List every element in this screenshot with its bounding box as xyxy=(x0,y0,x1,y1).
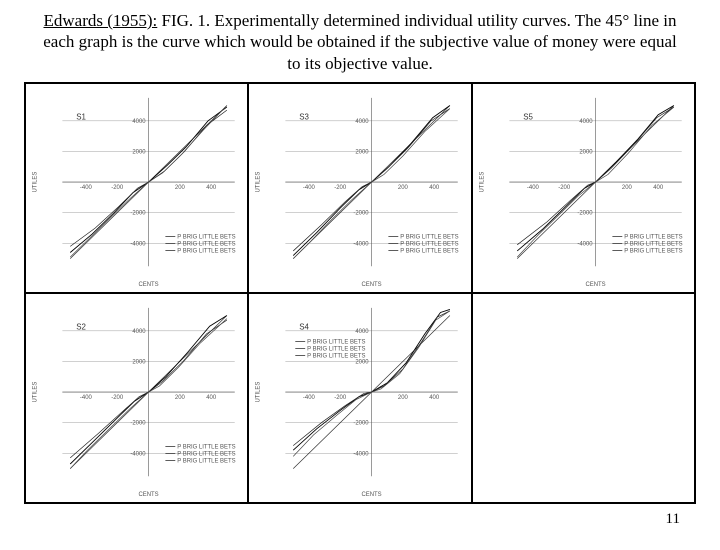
svg-text:2000: 2000 xyxy=(132,359,146,365)
panel-s3: -400 -200 200 400 -4000 -2000 2000 4000 S3 CENTS U… xyxy=(248,83,471,293)
svg-text:P BRIG LITTLE BETS: P BRIG LITTLE BETS xyxy=(307,339,365,345)
svg-text:P BRIG LITTLE BETS: P BRIG LITTLE BETS xyxy=(307,353,365,359)
svg-text:P BRIG LITTLE BETS: P BRIG LITTLE BETS xyxy=(177,458,235,464)
svg-text:200: 200 xyxy=(398,185,409,191)
panel-s1: -400 -200 200 400 -4000 -2000 2000 4000 S1 CENTS U… xyxy=(25,83,248,293)
svg-text:S5: S5 xyxy=(523,112,533,121)
svg-text:P BRIG LITTLE BETS: P BRIG LITTLE BETS xyxy=(177,241,235,247)
svg-text:200: 200 xyxy=(175,395,186,401)
caption-cite: Edwards (1955): xyxy=(44,11,158,30)
svg-text:2000: 2000 xyxy=(356,149,370,155)
svg-text:-400: -400 xyxy=(80,395,93,401)
svg-text:S1: S1 xyxy=(76,112,86,121)
svg-text:CENTS: CENTS xyxy=(138,282,158,288)
svg-text:4000: 4000 xyxy=(579,119,593,125)
chart-empty xyxy=(473,294,694,502)
svg-text:S2: S2 xyxy=(76,322,86,331)
chart-s2: -400 -200 200 400 -4000 -2000 2000 4000 S2 CENTS U… xyxy=(26,294,247,502)
svg-text:-400: -400 xyxy=(303,185,316,191)
svg-text:P BRIG LITTLE BETS: P BRIG LITTLE BETS xyxy=(401,234,459,240)
svg-text:UTILES: UTILES xyxy=(256,381,262,402)
svg-text:P BRIG LITTLE BETS: P BRIG LITTLE BETS xyxy=(624,241,682,247)
svg-text:-4000: -4000 xyxy=(130,241,146,247)
svg-text:P BRIG LITTLE BETS: P BRIG LITTLE BETS xyxy=(177,248,235,254)
svg-text:-400: -400 xyxy=(303,395,316,401)
svg-text:-400: -400 xyxy=(527,185,540,191)
svg-text:400: 400 xyxy=(206,185,217,191)
svg-text:P BRIG LITTLE BETS: P BRIG LITTLE BETS xyxy=(624,248,682,254)
svg-text:-200: -200 xyxy=(335,395,348,401)
svg-text:P BRIG LITTLE BETS: P BRIG LITTLE BETS xyxy=(307,346,365,352)
panel-grid: -400 -200 200 400 -4000 -2000 2000 4000 S1 CENTS U… xyxy=(24,82,696,504)
svg-text:CENTS: CENTS xyxy=(362,282,382,288)
svg-text:-200: -200 xyxy=(111,395,124,401)
svg-text:200: 200 xyxy=(398,395,409,401)
svg-text:400: 400 xyxy=(430,395,441,401)
svg-text:200: 200 xyxy=(622,185,633,191)
svg-text:CENTS: CENTS xyxy=(362,492,382,498)
chart-s1: -400 -200 200 400 -4000 -2000 2000 4000 S1 CENTS U… xyxy=(26,84,247,292)
svg-text:S3: S3 xyxy=(300,112,310,121)
svg-text:-4000: -4000 xyxy=(354,241,370,247)
svg-text:2000: 2000 xyxy=(579,149,593,155)
svg-text:4000: 4000 xyxy=(132,119,146,125)
svg-text:-2000: -2000 xyxy=(130,420,146,426)
svg-text:P BRIG LITTLE BETS: P BRIG LITTLE BETS xyxy=(624,234,682,240)
panel-empty xyxy=(472,293,695,503)
figure-caption: Edwards (1955): FIG. 1. Experimentally d… xyxy=(40,10,680,74)
svg-text:4000: 4000 xyxy=(356,329,370,335)
svg-text:P BRIG LITTLE BETS: P BRIG LITTLE BETS xyxy=(177,451,235,457)
svg-text:P BRIG LITTLE BETS: P BRIG LITTLE BETS xyxy=(401,241,459,247)
svg-text:UTILES: UTILES xyxy=(33,381,39,402)
svg-text:200: 200 xyxy=(175,185,186,191)
panel-s4: -400 -200 200 400 -4000 -2000 2000 4000 S4 CENTS U… xyxy=(248,293,471,503)
svg-text:-4000: -4000 xyxy=(577,241,593,247)
svg-text:P BRIG LITTLE BETS: P BRIG LITTLE BETS xyxy=(401,248,459,254)
svg-text:-2000: -2000 xyxy=(354,210,370,216)
svg-text:CENTS: CENTS xyxy=(585,282,605,288)
svg-text:-4000: -4000 xyxy=(130,451,146,457)
svg-text:400: 400 xyxy=(206,395,217,401)
svg-text:P BRIG LITTLE BETS: P BRIG LITTLE BETS xyxy=(177,234,235,240)
svg-text:-4000: -4000 xyxy=(354,451,370,457)
svg-text:UTILES: UTILES xyxy=(479,171,485,192)
chart-s5: -400 -200 200 400 -4000 -2000 2000 4000 S5 CENTS U… xyxy=(473,84,694,292)
svg-text:400: 400 xyxy=(430,185,441,191)
svg-text:-400: -400 xyxy=(80,185,93,191)
svg-text:-200: -200 xyxy=(111,185,124,191)
svg-text:4000: 4000 xyxy=(356,119,370,125)
panel-s2: -400 -200 200 400 -4000 -2000 2000 4000 S2 CENTS U… xyxy=(25,293,248,503)
svg-text:-2000: -2000 xyxy=(130,210,146,216)
page-number: 11 xyxy=(666,511,680,528)
svg-text:P BRIG LITTLE BETS: P BRIG LITTLE BETS xyxy=(177,444,235,450)
svg-text:2000: 2000 xyxy=(356,359,370,365)
svg-text:-2000: -2000 xyxy=(577,210,593,216)
svg-text:UTILES: UTILES xyxy=(256,171,262,192)
svg-text:-2000: -2000 xyxy=(354,420,370,426)
chart-s4: -400 -200 200 400 -4000 -2000 2000 4000 S4 CENTS U… xyxy=(249,294,470,502)
svg-text:S4: S4 xyxy=(300,322,310,331)
svg-text:CENTS: CENTS xyxy=(138,492,158,498)
svg-text:UTILES: UTILES xyxy=(33,171,39,192)
svg-text:400: 400 xyxy=(653,185,664,191)
svg-text:-200: -200 xyxy=(335,185,348,191)
chart-s3: -400 -200 200 400 -4000 -2000 2000 4000 S3 CENTS U… xyxy=(249,84,470,292)
svg-text:-200: -200 xyxy=(558,185,571,191)
panel-s5: -400 -200 200 400 -4000 -2000 2000 4000 S5 CENTS U… xyxy=(472,83,695,293)
svg-text:2000: 2000 xyxy=(132,149,146,155)
svg-text:4000: 4000 xyxy=(132,329,146,335)
